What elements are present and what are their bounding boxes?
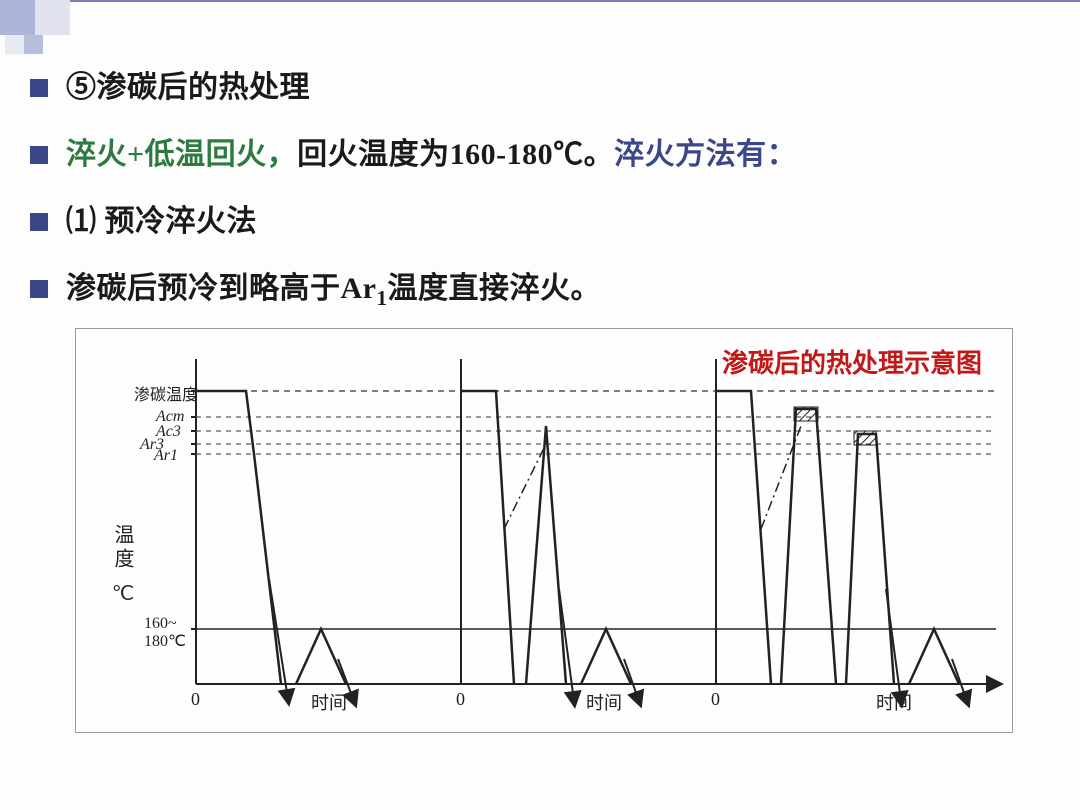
text-green: 淬火+低温回火， xyxy=(66,138,297,171)
bullet-item-2: 淬火+低温回火，回火温度为160-180℃。淬火方法有： xyxy=(30,132,1050,177)
text-black: 回火温度为160-180℃。 xyxy=(297,138,614,171)
bullet-text-4: 渗碳后预冷到略高于Ar1温度直接淬火。 xyxy=(66,266,601,315)
corner-decoration xyxy=(0,0,170,45)
bullet-item-3: ⑴ 预冷淬火法 xyxy=(30,199,1050,244)
bullet-icon xyxy=(30,146,48,164)
diagram-figure: 渗碳后的热处理示意图 温度 ℃ 渗碳温度 Acm Ac3 Ar3 Ar1 160… xyxy=(75,328,1013,733)
subscript: 1 xyxy=(376,286,387,310)
bullet-icon xyxy=(30,213,48,231)
text-part-b: 温度直接淬火。 xyxy=(387,272,601,305)
heat-treatment-diagram xyxy=(76,329,1014,734)
slide-content: ⑤渗碳后的热处理 淬火+低温回火，回火温度为160-180℃。淬火方法有： ⑴ … xyxy=(0,65,1080,337)
bullet-text-2: 淬火+低温回火，回火温度为160-180℃。淬火方法有： xyxy=(66,132,797,177)
bullet-item-1: ⑤渗碳后的热处理 xyxy=(30,65,1050,110)
text-part-a: 渗碳后预冷到略高于Ar xyxy=(66,272,376,305)
text-navy: 淬火方法有： xyxy=(614,138,797,171)
bullet-icon xyxy=(30,79,48,97)
bullet-icon xyxy=(30,280,48,298)
bullet-item-4: 渗碳后预冷到略高于Ar1温度直接淬火。 xyxy=(30,266,1050,315)
bullet-text-3: ⑴ 预冷淬火法 xyxy=(66,199,257,244)
bullet-text-1: ⑤渗碳后的热处理 xyxy=(66,65,310,110)
